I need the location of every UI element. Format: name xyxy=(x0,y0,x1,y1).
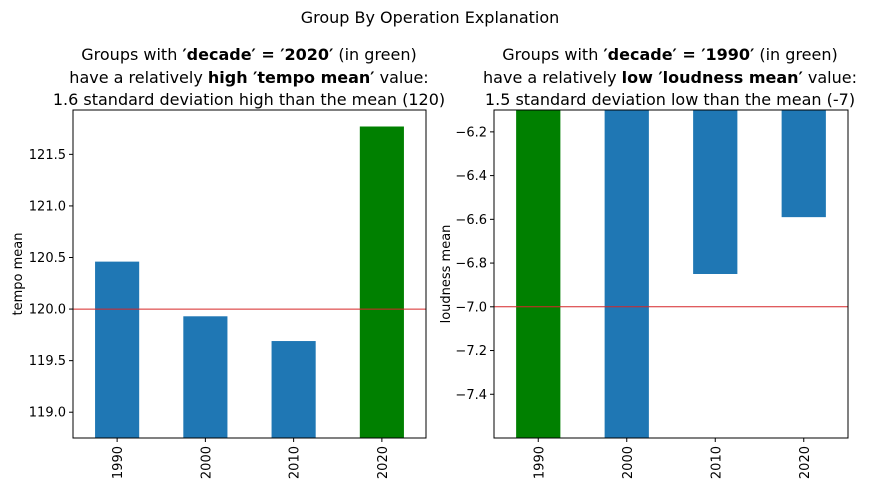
chart-title-line-2: have a relatively high ′tempo mean′ valu… xyxy=(69,68,428,87)
title-segment: have a relatively xyxy=(69,68,208,87)
chart-title-line-1: Groups with ′decade′ = ′1990′ (in green) xyxy=(502,45,837,64)
y-tick-label: −6.4 xyxy=(455,169,487,184)
title-segment: Groups with xyxy=(502,45,603,64)
title-segment: value: xyxy=(375,68,429,87)
title-segment: value: xyxy=(803,68,857,87)
y-tick-label: −6.8 xyxy=(455,257,487,272)
x-tick-label-2020: 2020 xyxy=(376,446,391,479)
y-tick-label: 119.5 xyxy=(29,354,66,369)
title-segment: have a relatively xyxy=(483,68,622,87)
title-segment: 1.6 standard deviation high than the mea… xyxy=(53,90,445,109)
bar-2000 xyxy=(183,316,228,438)
x-tick-label-2000: 2000 xyxy=(621,446,636,479)
y-axis-label: tempo mean xyxy=(11,233,26,316)
bar-2010 xyxy=(693,110,738,274)
right-chart-loudness: Groups with ′decade′ = ′1990′ (in green)… xyxy=(439,45,857,479)
y-tick-label: −7.2 xyxy=(455,344,487,359)
title-segment: (in green) xyxy=(333,45,416,64)
axes-frame xyxy=(493,109,849,439)
bar-2020 xyxy=(781,110,826,218)
x-tick-label-1990: 1990 xyxy=(111,446,126,479)
y-tick-label: −6.2 xyxy=(455,125,487,140)
chart-title-line-3: 1.6 standard deviation high than the mea… xyxy=(53,90,445,109)
y-tick-label: 121.0 xyxy=(29,199,66,214)
y-tick-label: 119.0 xyxy=(29,406,66,421)
chart-title-line-1: Groups with ′decade′ = ′2020′ (in green) xyxy=(81,45,416,64)
y-tick-label: −6.6 xyxy=(455,213,487,228)
y-axis-label: loudness mean xyxy=(439,225,454,324)
title-segment: high ′tempo mean′ xyxy=(208,68,375,87)
bar-1990 xyxy=(516,110,561,438)
x-tick-label-2000: 2000 xyxy=(199,446,214,479)
chart-title-line-3: 1.5 standard deviation low than the mean… xyxy=(485,90,855,109)
figure-suptitle: Group By Operation Explanation xyxy=(301,8,560,27)
bar-2010 xyxy=(271,341,316,438)
bar-2000 xyxy=(604,110,649,438)
y-tick-label: 120.0 xyxy=(29,303,66,318)
y-tick-label: 121.5 xyxy=(29,148,66,163)
title-segment: (in green) xyxy=(754,45,837,64)
title-segment: 1.5 standard deviation low than the mean… xyxy=(485,90,855,109)
bar-1990 xyxy=(95,261,140,438)
y-tick-label: −7.4 xyxy=(455,388,487,403)
x-tick-label-2020: 2020 xyxy=(798,446,813,479)
y-tick-label: −7.0 xyxy=(455,300,487,315)
bars xyxy=(516,110,826,438)
bars xyxy=(95,126,404,438)
x-tick-label-1990: 1990 xyxy=(532,446,547,479)
bar-2020 xyxy=(359,126,404,438)
x-tick-label-2010: 2010 xyxy=(288,446,303,479)
chart-title-line-2: have a relatively low ′loudness mean′ va… xyxy=(483,68,857,87)
y-tick-label: 120.5 xyxy=(29,251,66,266)
axes-frame xyxy=(72,109,427,439)
title-segment: ′decade′ = ′1990′ xyxy=(603,45,754,64)
title-segment: Groups with xyxy=(81,45,182,64)
x-tick-label-2010: 2010 xyxy=(709,446,724,479)
title-segment: low ′loudness mean′ xyxy=(622,68,803,87)
title-segment: ′decade′ = ′2020′ xyxy=(182,45,333,64)
left-chart-tempo: Groups with ′decade′ = ′2020′ (in green)… xyxy=(11,45,445,479)
